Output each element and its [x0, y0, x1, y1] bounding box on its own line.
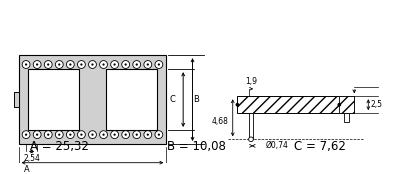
Circle shape	[155, 61, 163, 68]
Circle shape	[88, 61, 96, 68]
Circle shape	[33, 61, 41, 68]
Circle shape	[25, 133, 27, 136]
Text: B = 10,08: B = 10,08	[167, 140, 226, 153]
Circle shape	[33, 131, 41, 139]
Circle shape	[80, 133, 82, 136]
Text: 1,9: 1,9	[245, 77, 257, 86]
Circle shape	[55, 61, 63, 68]
Circle shape	[80, 63, 82, 66]
Bar	[19, 55, 166, 144]
Text: 2,54: 2,54	[23, 154, 40, 163]
Text: B: B	[194, 95, 199, 104]
Circle shape	[22, 131, 30, 139]
Text: 4,68: 4,68	[212, 117, 229, 126]
Text: A: A	[24, 165, 30, 174]
Circle shape	[58, 63, 60, 66]
Circle shape	[147, 63, 149, 66]
Bar	[249, 113, 253, 139]
Circle shape	[66, 61, 74, 68]
Circle shape	[47, 63, 49, 66]
Circle shape	[124, 133, 127, 136]
Circle shape	[136, 133, 138, 136]
Circle shape	[78, 131, 85, 139]
Circle shape	[158, 133, 160, 136]
Circle shape	[47, 133, 49, 136]
Circle shape	[69, 63, 72, 66]
Circle shape	[144, 131, 152, 139]
Circle shape	[122, 61, 130, 68]
Circle shape	[44, 61, 52, 68]
Circle shape	[88, 131, 96, 139]
Circle shape	[69, 133, 72, 136]
Text: C = 7,62: C = 7,62	[294, 140, 345, 153]
Circle shape	[155, 131, 163, 139]
Circle shape	[25, 63, 27, 66]
Bar	[106, 69, 157, 130]
Circle shape	[144, 61, 152, 68]
Circle shape	[111, 131, 118, 139]
Bar	[28, 69, 79, 130]
Circle shape	[100, 131, 108, 139]
Circle shape	[338, 103, 341, 107]
Circle shape	[58, 133, 60, 136]
Circle shape	[102, 63, 105, 66]
Circle shape	[91, 133, 94, 136]
Circle shape	[78, 61, 85, 68]
Circle shape	[36, 133, 38, 136]
Text: C: C	[170, 95, 176, 104]
Circle shape	[114, 133, 116, 136]
Circle shape	[136, 63, 138, 66]
Circle shape	[44, 131, 52, 139]
Circle shape	[122, 131, 130, 139]
Circle shape	[102, 133, 105, 136]
Bar	[14, 92, 19, 107]
Circle shape	[236, 103, 239, 107]
Circle shape	[111, 61, 118, 68]
Bar	[344, 113, 349, 122]
Circle shape	[124, 63, 127, 66]
Text: 2,5: 2,5	[370, 100, 382, 109]
Circle shape	[114, 63, 116, 66]
Bar	[238, 96, 354, 113]
Circle shape	[158, 63, 160, 66]
Text: Ø0,74: Ø0,74	[266, 141, 288, 150]
Circle shape	[55, 131, 63, 139]
Circle shape	[100, 61, 108, 68]
Bar	[339, 96, 354, 113]
Circle shape	[66, 131, 74, 139]
Circle shape	[36, 63, 38, 66]
Circle shape	[91, 63, 94, 66]
Text: A = 25,32: A = 25,32	[30, 140, 89, 153]
Circle shape	[249, 137, 253, 142]
Circle shape	[147, 133, 149, 136]
Circle shape	[22, 61, 30, 68]
Circle shape	[133, 131, 141, 139]
Circle shape	[133, 61, 141, 68]
